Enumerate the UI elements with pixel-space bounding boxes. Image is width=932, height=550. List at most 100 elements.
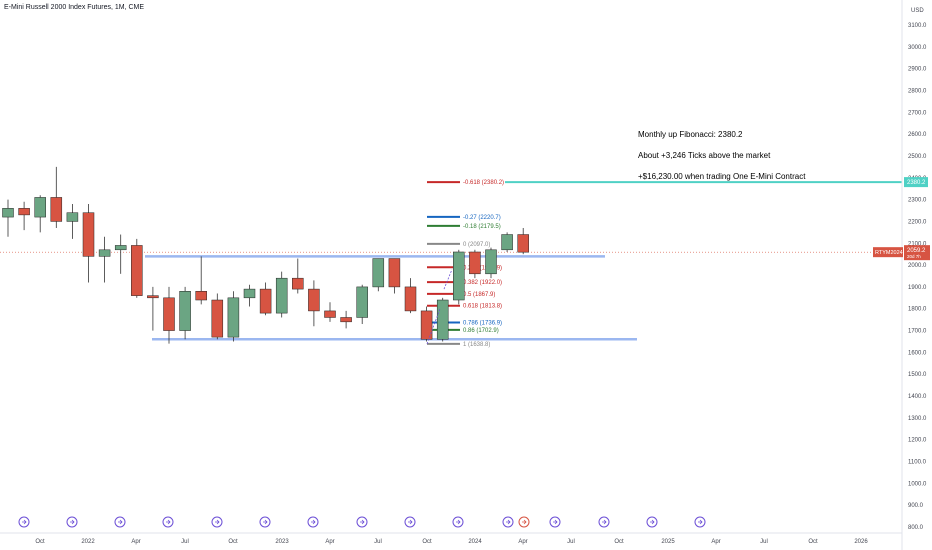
candle[interactable] bbox=[82, 203, 95, 283]
time-tick-label: Jul bbox=[181, 539, 189, 545]
candle[interactable] bbox=[517, 227, 529, 255]
candle[interactable] bbox=[18, 201, 30, 231]
last-price-badge[interactable] bbox=[904, 245, 930, 261]
fib-trend-line[interactable] bbox=[443, 269, 453, 290]
time-tick-label: Jul bbox=[374, 539, 382, 545]
event-marker-icon[interactable] bbox=[66, 516, 78, 528]
price-tick-label: 3100.0 bbox=[908, 23, 927, 29]
event-marker-arrow bbox=[70, 519, 75, 525]
candle[interactable] bbox=[436, 297, 449, 342]
candle[interactable] bbox=[292, 258, 304, 294]
candle[interactable] bbox=[227, 291, 240, 342]
time-tick-label: Apr bbox=[518, 539, 527, 545]
price-tick-label: 800.0 bbox=[908, 525, 924, 531]
annotation-dollars: +$16,230.00 when trading One E-Mini Cont… bbox=[638, 172, 806, 181]
fib-level-label: 0.86 (1702.9) bbox=[463, 328, 499, 334]
plot-area[interactable]: -0.618 (2380.2) -0.27 (2220.7) -0.18 (2179… bbox=[0, 166, 902, 348]
price-tick-label: 1100.0 bbox=[908, 460, 927, 466]
time-tick-label: 2025 bbox=[661, 539, 675, 545]
candle-body-down bbox=[340, 317, 352, 323]
price-tick-label: 1800.0 bbox=[908, 307, 927, 313]
event-marker-arrow bbox=[506, 519, 511, 525]
candle[interactable] bbox=[50, 166, 63, 228]
candle[interactable] bbox=[420, 306, 433, 342]
candle[interactable] bbox=[324, 302, 336, 322]
candle[interactable] bbox=[453, 249, 465, 305]
candle[interactable] bbox=[340, 310, 352, 329]
symbol-badge[interactable] bbox=[873, 247, 903, 258]
time-tick-label: Oct bbox=[422, 539, 432, 545]
candle-body-up bbox=[179, 291, 191, 331]
fib-trend-line[interactable] bbox=[426, 308, 441, 345]
time-tick-label: Apr bbox=[325, 539, 334, 545]
price-tick-label: 1000.0 bbox=[908, 481, 927, 487]
target-price-badge[interactable] bbox=[904, 177, 928, 188]
candle-body-down bbox=[147, 295, 159, 299]
event-marker-icon[interactable] bbox=[646, 516, 658, 528]
price-tick-label: 2300.0 bbox=[908, 198, 927, 204]
event-marker-arrow bbox=[118, 519, 123, 525]
event-marker-icon[interactable] bbox=[502, 516, 514, 528]
candle[interactable] bbox=[66, 203, 79, 239]
target-price-badge-text: 2380.2 bbox=[907, 180, 926, 186]
event-marker-arrow bbox=[166, 519, 171, 525]
event-marker-icon[interactable] bbox=[307, 516, 319, 528]
candle[interactable] bbox=[34, 195, 46, 233]
candle-body-down bbox=[404, 286, 417, 312]
price-axis[interactable]: USD 3100.0 3000.0 2900.0 2800.0 2700.0 2600.0… bbox=[873, 0, 930, 550]
candle[interactable] bbox=[308, 280, 320, 327]
event-marker-icon[interactable] bbox=[162, 516, 174, 528]
candle[interactable] bbox=[388, 258, 401, 294]
candle[interactable] bbox=[211, 293, 224, 340]
price-tick-label: 1300.0 bbox=[908, 416, 927, 422]
event-marker-arrow bbox=[456, 519, 461, 525]
time-axis[interactable]: Oct 2022 Apr Jul Oct 2023 Apr Jul Oct 2024 Apr Jul O… bbox=[0, 532, 902, 545]
event-marker-icon[interactable] bbox=[114, 516, 126, 528]
candle-body-up bbox=[485, 249, 497, 275]
candle[interactable] bbox=[275, 271, 288, 318]
candle[interactable] bbox=[259, 282, 272, 316]
event-marker-icon[interactable] bbox=[694, 516, 706, 528]
candle[interactable] bbox=[356, 284, 368, 325]
event-marker-icon[interactable] bbox=[598, 516, 610, 528]
event-marker-icon[interactable] bbox=[259, 516, 271, 528]
candle[interactable] bbox=[147, 286, 159, 331]
candle-body-down bbox=[308, 288, 320, 312]
time-tick-label: 2026 bbox=[854, 539, 868, 545]
candle[interactable] bbox=[179, 286, 191, 340]
event-marker-icon[interactable] bbox=[211, 516, 223, 528]
candle[interactable] bbox=[2, 199, 14, 237]
candle-body-up bbox=[356, 286, 368, 318]
candle-body-down bbox=[517, 234, 529, 253]
event-marker-icon[interactable] bbox=[518, 516, 530, 528]
annotation-fib-target: Monthly up Fibonacci: 2380.2 bbox=[638, 130, 743, 139]
candle[interactable] bbox=[243, 284, 256, 307]
event-marker-arrow bbox=[22, 519, 27, 525]
event-markers[interactable] bbox=[18, 516, 706, 528]
candle[interactable] bbox=[372, 258, 385, 292]
candle[interactable] bbox=[404, 278, 417, 314]
price-tick-label: 1700.0 bbox=[908, 329, 927, 335]
fib-level-label: 0.236 (1989.9) bbox=[463, 265, 502, 271]
event-marker-icon[interactable] bbox=[18, 516, 30, 528]
event-marker-icon[interactable] bbox=[452, 516, 464, 528]
candle[interactable] bbox=[98, 236, 111, 283]
candle-body-down bbox=[163, 297, 175, 331]
candle[interactable] bbox=[114, 234, 127, 274]
candle[interactable] bbox=[131, 238, 143, 298]
candle[interactable] bbox=[501, 232, 513, 252]
candle[interactable] bbox=[485, 247, 497, 279]
fib-level-label: -0.618 (2380.2) bbox=[463, 180, 504, 186]
candle-body-down bbox=[211, 299, 224, 338]
event-marker-icon[interactable] bbox=[549, 516, 561, 528]
event-marker-icon[interactable] bbox=[356, 516, 368, 528]
candle-body-up bbox=[243, 288, 256, 299]
candle[interactable] bbox=[469, 249, 481, 279]
fib-level-label: 0.5 (1867.9) bbox=[463, 292, 495, 298]
candle[interactable] bbox=[195, 256, 207, 305]
fib-level-label: 0.382 (1922.0) bbox=[463, 280, 502, 286]
candle-body-down bbox=[82, 212, 95, 257]
candle[interactable] bbox=[163, 286, 175, 344]
event-marker-icon[interactable] bbox=[404, 516, 416, 528]
